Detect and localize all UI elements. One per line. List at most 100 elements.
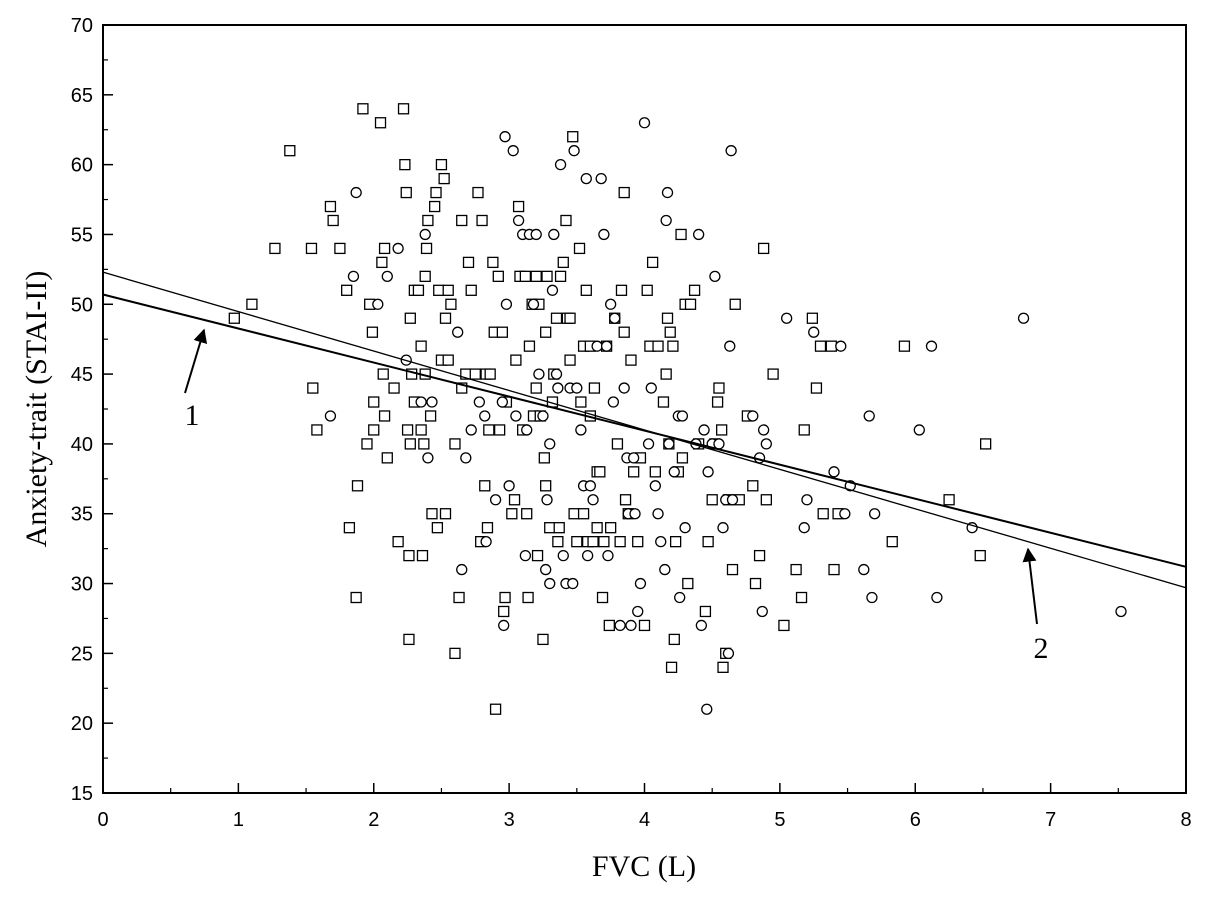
circle-point	[557, 549, 569, 562]
circle-point	[676, 410, 689, 422]
circle-point	[863, 410, 875, 422]
square-point	[343, 522, 356, 534]
square-point	[366, 326, 379, 338]
y-axis-title: Anxiety-trait (STAI-II)	[20, 271, 53, 548]
square-point	[492, 270, 504, 282]
y-axis-tick-labels: 15 20 25 30 35 40 45 50 55 60 65 70	[71, 15, 93, 805]
circle-point	[537, 410, 549, 422]
x-tick-label: 4	[639, 809, 650, 831]
square-point	[675, 228, 687, 241]
circle-point	[722, 647, 735, 660]
circle-point	[587, 494, 599, 506]
square-point	[661, 312, 674, 324]
square-point	[456, 214, 468, 227]
annotation-label-1: 1	[185, 399, 200, 432]
square-point	[324, 200, 337, 213]
square-point	[753, 549, 766, 562]
square-point	[717, 661, 729, 673]
circle-point	[645, 382, 657, 394]
square-point	[439, 312, 452, 324]
square-point	[449, 647, 461, 660]
circle-point	[422, 452, 434, 464]
circle-point	[614, 619, 626, 632]
square-point	[476, 214, 488, 227]
circle-point	[638, 117, 651, 129]
circle-point	[660, 214, 672, 227]
circle-point	[480, 536, 492, 548]
square-point	[554, 270, 567, 282]
y-tick-label: 35	[71, 504, 93, 526]
square-point	[577, 508, 590, 520]
square-point	[378, 242, 391, 255]
square-point	[668, 633, 680, 646]
y-tick-label: 65	[71, 85, 93, 107]
circle-point	[512, 214, 525, 227]
square-point	[246, 298, 258, 310]
square-point	[664, 326, 676, 338]
square-point	[439, 508, 452, 520]
square-point	[431, 522, 444, 534]
square-point	[465, 284, 477, 296]
square-point	[567, 131, 579, 143]
x-tick-label: 6	[910, 809, 921, 831]
circle-point	[500, 298, 513, 310]
square-point	[537, 633, 549, 646]
circle-point	[649, 480, 661, 492]
circle-point	[507, 145, 519, 157]
circle-point	[544, 438, 556, 450]
square-point	[657, 396, 670, 408]
y-tick-label: 45	[71, 364, 93, 386]
circle-point	[693, 228, 705, 241]
square-point	[228, 312, 240, 324]
square-point	[418, 438, 430, 450]
square-point	[538, 452, 550, 464]
square-point	[400, 186, 412, 199]
circle-point	[835, 340, 847, 352]
circle-point	[473, 396, 485, 408]
x-tick-label: 0	[97, 809, 108, 831]
square-point	[568, 508, 580, 520]
square-point	[426, 508, 438, 520]
circle-point	[567, 577, 579, 590]
y-tick-label: 25	[71, 643, 93, 665]
circle-point	[661, 186, 674, 199]
x-axis-tick-labels: 0 1 2 3 4 5 6 7 8	[97, 809, 1191, 831]
square-point	[618, 326, 630, 338]
regression-line-2	[102, 271, 1187, 589]
circle-point	[632, 605, 644, 618]
x-tick-label: 8	[1180, 809, 1191, 831]
square-point	[571, 536, 583, 548]
square-point	[496, 326, 509, 338]
square-point	[580, 284, 592, 296]
square-point	[711, 396, 724, 408]
circle-point	[530, 228, 542, 241]
circle-point	[868, 508, 881, 520]
square-point	[540, 326, 552, 338]
circle-point	[828, 466, 840, 478]
y-tick-label: 50	[71, 294, 93, 316]
square-point	[531, 549, 544, 562]
circle-point	[607, 396, 620, 408]
y-tick-label: 20	[71, 713, 93, 735]
circle-point	[465, 424, 477, 436]
circle-point	[609, 312, 621, 324]
square-point	[377, 368, 389, 380]
square-point	[825, 340, 837, 352]
square-point	[652, 340, 664, 352]
circle-point	[679, 522, 691, 534]
square-point	[974, 549, 986, 562]
square-point	[699, 605, 712, 618]
square-point	[544, 522, 556, 534]
square-point	[433, 284, 445, 296]
circle-point	[499, 131, 511, 143]
square-point	[269, 242, 281, 255]
square-point	[669, 536, 682, 548]
circle-point	[618, 382, 630, 394]
circle-point	[489, 494, 502, 506]
square-point	[430, 186, 442, 199]
circle-point	[780, 312, 793, 324]
circle-point	[747, 410, 759, 422]
square-point	[523, 340, 536, 352]
square-point	[614, 536, 626, 548]
